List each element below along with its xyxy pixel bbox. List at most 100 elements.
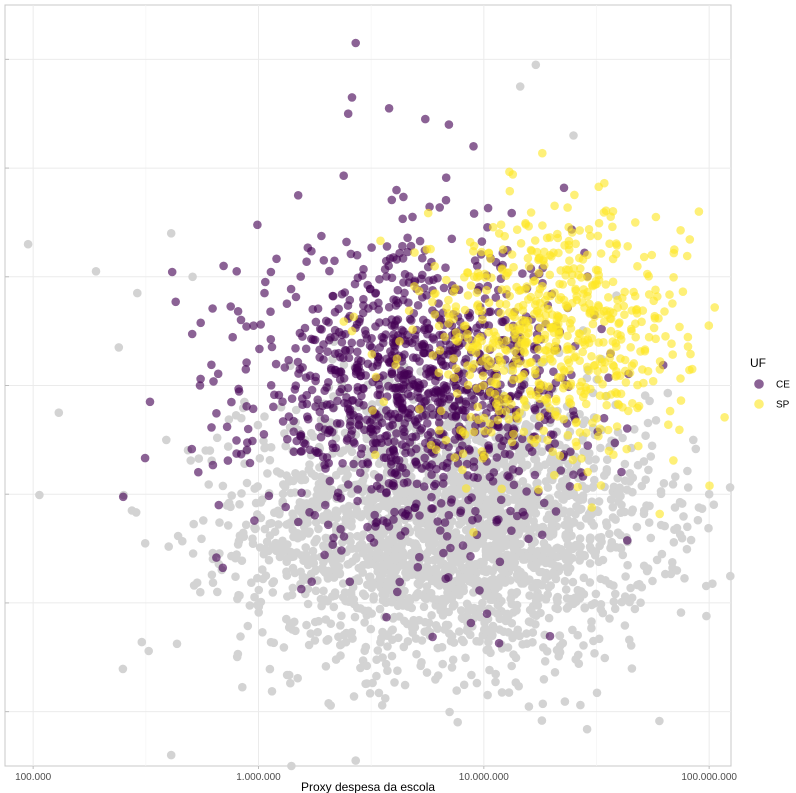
background-point: [689, 435, 698, 445]
point-ce: [545, 631, 555, 641]
point-sp: [631, 332, 640, 342]
point-ce: [322, 453, 332, 462]
background-point: [405, 596, 415, 606]
background-point: [336, 621, 345, 630]
background-point: [140, 539, 150, 548]
point-ce: [370, 510, 380, 520]
background-point: [306, 629, 316, 638]
background-point: [482, 645, 492, 655]
point-ce: [328, 443, 338, 453]
background-point: [611, 515, 620, 524]
point-sp: [435, 346, 445, 355]
point-sp: [602, 306, 611, 315]
point-ce: [320, 414, 330, 423]
background-point: [291, 405, 301, 415]
background-point: [237, 489, 246, 498]
background-point: [564, 551, 573, 560]
point-sp: [461, 484, 471, 493]
background-point: [288, 625, 297, 634]
background-point: [223, 442, 233, 451]
point-sp: [627, 324, 636, 334]
background-point: [224, 498, 234, 508]
point-ce: [347, 93, 357, 102]
point-ce: [293, 357, 303, 367]
background-point: [440, 491, 450, 500]
point-sp: [653, 292, 662, 301]
point-sp: [577, 454, 586, 463]
background-point: [237, 556, 247, 565]
point-sp: [484, 298, 494, 308]
background-point: [314, 616, 323, 626]
point-sp: [599, 208, 609, 217]
point-ce: [338, 459, 347, 468]
point-ce: [242, 402, 251, 411]
point-sp: [670, 245, 679, 254]
point-sp: [470, 359, 479, 369]
point-ce: [351, 38, 361, 48]
point-ce: [359, 294, 368, 304]
point-ce: [566, 447, 575, 457]
background-point: [317, 601, 326, 611]
legend-label-ce: CE: [776, 380, 790, 391]
background-point: [287, 550, 297, 559]
point-sp: [480, 451, 489, 461]
point-sp: [485, 419, 495, 428]
background-point: [208, 578, 218, 587]
background-point: [392, 493, 402, 503]
background-point: [354, 511, 363, 520]
point-sp: [540, 247, 549, 257]
point-ce: [392, 429, 401, 438]
background-point: [467, 670, 476, 680]
point-sp: [538, 221, 547, 230]
point-sp: [554, 248, 563, 258]
point-sp: [608, 360, 618, 370]
point-sp: [564, 222, 573, 232]
point-sp: [675, 322, 684, 332]
background-point: [625, 469, 635, 478]
background-point: [334, 632, 343, 642]
point-sp: [608, 277, 618, 287]
background-point: [321, 533, 331, 543]
point-ce: [294, 517, 303, 527]
point-ce: [491, 293, 501, 302]
point-sp: [655, 365, 665, 374]
point-ce: [334, 327, 344, 337]
background-point: [213, 587, 222, 597]
point-sp: [683, 342, 693, 351]
x-axis-title: Proxy despesa da escola: [301, 780, 435, 793]
background-point: [472, 678, 482, 688]
point-ce: [356, 468, 365, 478]
point-sp: [530, 300, 540, 309]
point-ce: [413, 562, 423, 572]
point-ce: [267, 342, 277, 352]
point-sp: [631, 218, 640, 227]
background-point: [587, 623, 596, 633]
background-point: [633, 460, 643, 470]
background-point: [573, 630, 582, 640]
point-sp: [633, 380, 642, 390]
background-point: [383, 642, 392, 651]
point-ce: [509, 480, 519, 490]
point-sp: [473, 301, 482, 311]
point-sp: [547, 252, 556, 261]
point-ce: [331, 369, 341, 379]
background-point: [620, 459, 630, 469]
point-ce: [422, 291, 432, 300]
point-ce: [345, 577, 355, 586]
point-ce: [401, 442, 411, 452]
point-sp: [463, 380, 473, 390]
point-ce: [466, 552, 475, 561]
point-ce: [428, 504, 437, 513]
point-ce: [307, 246, 316, 256]
point-sp: [491, 363, 501, 373]
background-point: [625, 477, 635, 486]
point-ce: [301, 373, 311, 382]
point-sp: [415, 404, 424, 414]
point-ce: [319, 355, 328, 364]
point-ce: [330, 256, 339, 266]
point-ce: [317, 231, 326, 241]
background-point: [643, 418, 653, 428]
background-point: [422, 582, 432, 591]
point-ce: [339, 171, 349, 180]
background-point: [591, 455, 600, 464]
